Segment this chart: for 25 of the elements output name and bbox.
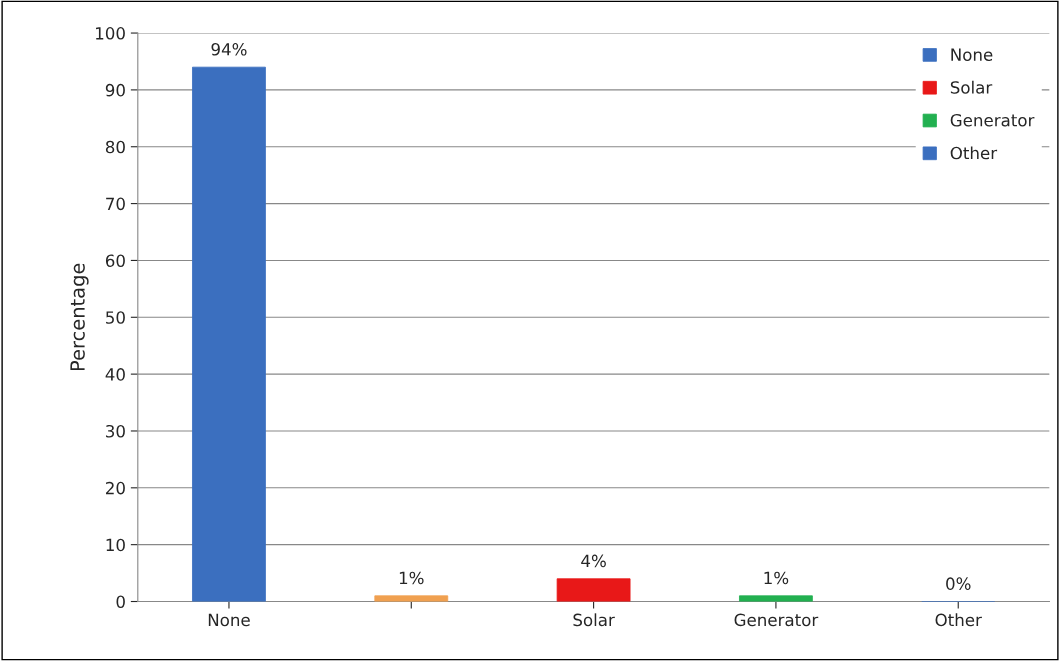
x-tick-label: Solar <box>573 613 615 627</box>
y-tick-label: 20 <box>106 481 125 495</box>
data-label: 0% <box>946 577 971 590</box>
y-tick-label: 70 <box>106 197 125 211</box>
x-tick-label: Generator <box>734 613 819 627</box>
legend-label: Generator <box>950 113 1035 127</box>
x-tick-label: None <box>208 613 250 627</box>
legend-label: Solar <box>950 80 993 94</box>
x-tick-label: Other <box>935 613 982 627</box>
data-label: 1% <box>399 571 424 585</box>
y-tick-label: 30 <box>106 424 125 438</box>
y-tick-label: 100 <box>96 27 125 40</box>
legend-label: Other <box>950 146 998 160</box>
y-tick-label: 40 <box>105 368 125 381</box>
y-tick-label: 10 <box>106 538 125 552</box>
y-tick-label: 80 <box>105 140 125 154</box>
y-tick-label: 90 <box>105 83 125 97</box>
legend-label: None <box>951 48 993 61</box>
y-axis-title: Percentage <box>70 263 89 371</box>
y-tick-label: 0 <box>116 595 125 609</box>
data-label: 4% <box>581 554 606 568</box>
y-tick-label: 60 <box>105 254 125 267</box>
data-label: 94% <box>211 42 247 56</box>
data-label: 1% <box>764 571 789 585</box>
y-tick-label: 50 <box>106 311 125 324</box>
